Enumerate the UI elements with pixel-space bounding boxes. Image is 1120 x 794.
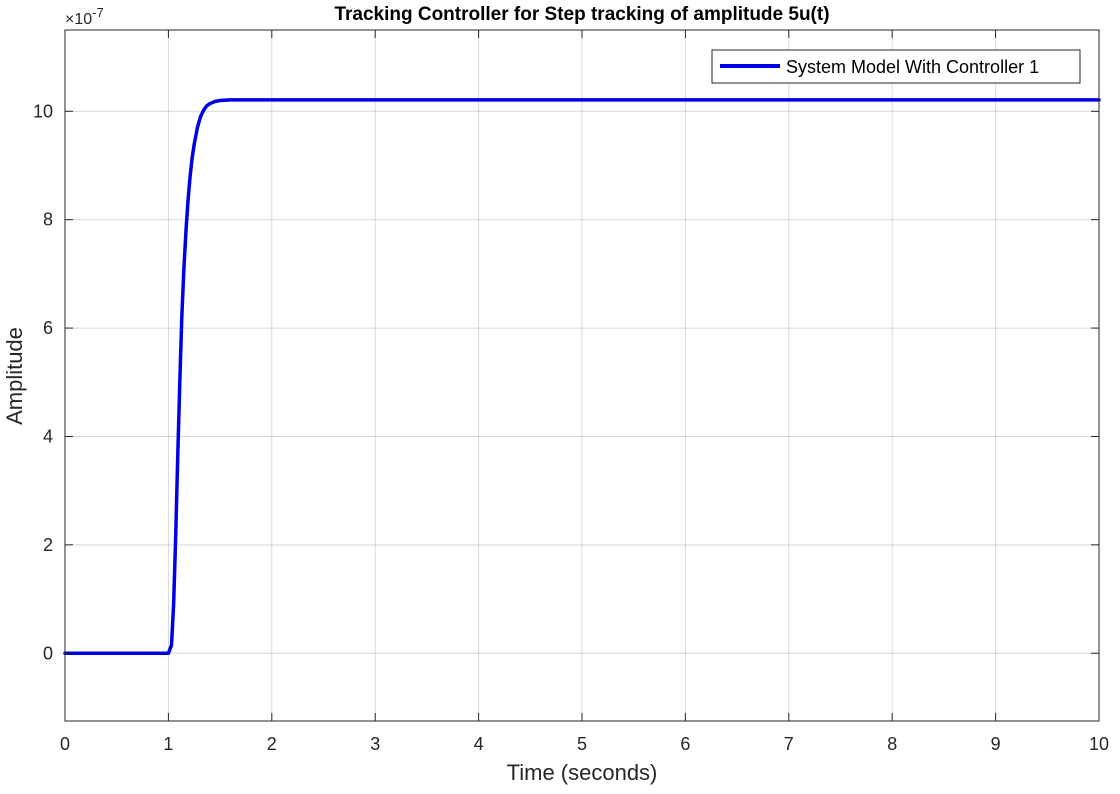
x-tick-label: 4	[474, 734, 484, 754]
y-tick-label: 6	[43, 318, 53, 338]
y-tick-label: 8	[43, 210, 53, 230]
y-exponent-power: -7	[92, 5, 104, 20]
x-tick-label: 3	[370, 734, 380, 754]
grid	[64, 30, 1100, 721]
chart-title: Tracking Controller for Step tracking of…	[334, 4, 829, 25]
series-group	[63, 98, 1101, 656]
legend: System Model With Controller 1	[711, 49, 1081, 84]
y-exponent-base: ×10	[65, 11, 92, 28]
y-tick-label: 4	[43, 426, 53, 446]
x-tick-label: 8	[887, 734, 897, 754]
y-exponent-label: ×10-7	[65, 5, 104, 28]
plot-area	[65, 30, 1099, 721]
legend-entry-label: System Model With Controller 1	[786, 57, 1039, 77]
y-axis-label: Amplitude	[2, 327, 27, 425]
y-tick-label: 10	[33, 101, 53, 121]
y-tick-label: 2	[43, 535, 53, 555]
x-axis-label: Time (seconds)	[507, 760, 658, 785]
y-tick-label: 0	[43, 643, 53, 663]
series-line-0	[63, 98, 1101, 656]
x-tick-label: 6	[680, 734, 690, 754]
x-tick-label: 10	[1089, 734, 1109, 754]
x-tick-label: 7	[784, 734, 794, 754]
x-tick-label: 0	[60, 734, 70, 754]
x-tick-label: 2	[267, 734, 277, 754]
x-tick-label: 1	[163, 734, 173, 754]
x-tick-label: 5	[577, 734, 587, 754]
x-tick-label: 9	[991, 734, 1001, 754]
tick-labels: 0 1 2 3 4 5 6 7 8 9 10 0 2 4 6 8 10	[33, 30, 1109, 754]
